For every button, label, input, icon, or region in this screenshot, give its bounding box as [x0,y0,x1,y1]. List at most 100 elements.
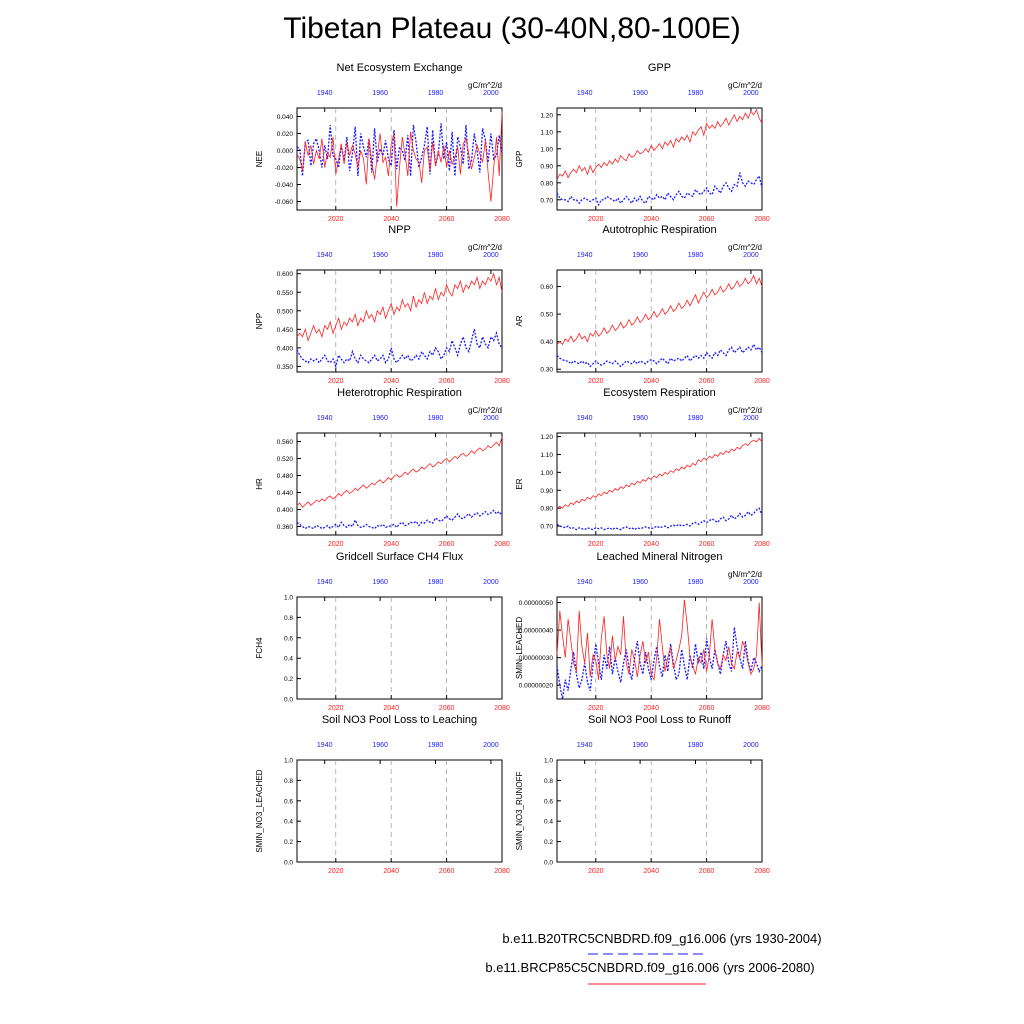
x-tick-label-bottom: 2060 [439,541,455,548]
x-tick-label-top: 2000 [743,579,759,586]
x-tick-label-top: 2000 [743,415,759,422]
y-axis-label: NPP [255,313,264,329]
series-future [556,108,763,180]
x-tick-label-bottom: 2020 [588,378,604,385]
x-tick-label-bottom: 2060 [699,705,715,712]
y-tick-label: 0.000 [277,148,294,155]
x-tick-label-bottom: 2040 [643,541,659,548]
chart-title: Ecosystem Respiration [603,387,716,399]
y-tick-label: 0.8 [284,778,293,785]
chart-panel-5: Heterotrophic Respiration gC/m^2/d 2020 204… [255,387,510,548]
chart-frame [296,596,503,700]
y-tick-label: 0.60 [540,284,553,291]
y-tick-label: 0.6 [284,798,293,805]
x-tick-label-bottom: 2020 [328,868,344,875]
x-tick-label-top: 2000 [743,252,759,259]
series-future [296,111,503,207]
y-axis-label: ER [515,478,524,489]
x-tick-label-bottom: 2080 [494,705,510,712]
x-tick-label-bottom: 2040 [383,705,399,712]
x-tick-label-top: 2000 [483,90,499,97]
x-tick-label-bottom: 2040 [643,216,659,223]
chart-title: Soil NO3 Pool Loss to Leaching [322,714,477,726]
page-title: Tibetan Plateau (30-40N,80-100E) [283,12,741,45]
y-tick-label: 0.350 [277,364,294,371]
chart-units: gC/m^2/d [468,81,502,90]
x-tick-label-bottom: 2020 [328,541,344,548]
x-tick-label-bottom: 2040 [383,216,399,223]
y-axis-label: SMIN_LEACHED [515,617,524,679]
x-tick-label-bottom: 2060 [699,378,715,385]
y-axis-label: HR [255,478,264,490]
y-tick-label: 0.0 [284,697,293,704]
y-tick-label: 0.8 [284,615,293,622]
y-tick-label: 0.400 [277,507,294,514]
y-tick-label: 0.50 [540,312,553,319]
chart-panel-6: Ecosystem Respiration gC/m^2/d 2020 2040 206… [515,387,770,548]
x-tick-label-bottom: 2080 [754,705,770,712]
y-tick-label: 0.0 [544,860,553,867]
x-tick-label-top: 2000 [483,252,499,259]
y-tick-label: 0.2 [544,839,553,846]
series-historical [296,329,503,369]
x-tick-label-top: 1960 [372,742,388,749]
x-tick-label-bottom: 2080 [494,216,510,223]
y-tick-label: 0.70 [540,524,553,531]
x-tick-label-top: 2000 [743,90,759,97]
y-tick-label: 0.00000040 [519,628,554,635]
x-tick-label-bottom: 2080 [754,216,770,223]
y-tick-label: 0.00000030 [519,655,554,662]
y-tick-label: 0.450 [277,327,294,334]
chart-frame [556,596,763,700]
y-tick-label: 0.90 [540,488,553,495]
x-tick-label-top: 1980 [428,252,444,259]
chart-frame [296,269,503,373]
y-axis-label: SMIN_NO3_LEACHED [255,769,264,852]
chart-panel-10: Soil NO3 Pool Loss to Runoff 2020 2040 2060… [515,714,770,875]
y-tick-label: 0.560 [277,439,294,446]
x-tick-label-top: 1940 [317,252,333,259]
y-tick-label: 1.0 [284,595,293,602]
chart-panel-2: GPP gC/m^2/d 2020 2040 2060 2080 1940 1960 1980 2… [515,62,770,223]
y-tick-label: 0.80 [540,180,553,187]
y-axis-label: AR [515,315,524,326]
y-tick-label: 0.4 [284,656,293,663]
x-tick-label-bottom: 2080 [754,868,770,875]
y-axis-label: FCH4 [255,637,264,658]
x-tick-label-bottom: 2060 [699,216,715,223]
y-tick-label: 1.10 [540,452,553,459]
series-historical [296,123,503,177]
y-tick-label: -0.020 [275,165,294,172]
x-tick-label-bottom: 2060 [699,868,715,875]
x-tick-label-bottom: 2060 [439,378,455,385]
x-tick-label-top: 1980 [428,742,444,749]
chart-units: gC/m^2/d [468,243,502,252]
x-tick-label-top: 2000 [743,742,759,749]
y-tick-label: -0.040 [275,182,294,189]
y-tick-label: 0.4 [544,819,553,826]
chart-units: gN/m^2/d [728,570,762,579]
chart-title: Heterotrophic Respiration [337,387,462,399]
x-tick-label-bottom: 2040 [643,705,659,712]
x-tick-label-bottom: 2060 [699,541,715,548]
chart-panel-7: Gridcell Surface CH4 Flux 2020 2040 2060 208… [255,551,510,712]
y-tick-label: 0.40 [540,339,553,346]
x-tick-label-bottom: 2080 [494,868,510,875]
y-axis-label: GPP [515,151,524,168]
y-tick-label: 0.00000020 [519,683,554,690]
x-tick-label-bottom: 2020 [328,705,344,712]
x-tick-label-bottom: 2020 [588,541,604,548]
chart-title: Gridcell Surface CH4 Flux [336,551,464,563]
x-tick-label-bottom: 2060 [439,705,455,712]
y-tick-label: 0.020 [277,131,294,138]
x-tick-label-top: 1980 [428,415,444,422]
x-tick-label-top: 1960 [372,579,388,586]
y-tick-label: 0.520 [277,456,294,463]
chart-units: gC/m^2/d [728,81,762,90]
series-future [296,272,503,342]
x-tick-label-top: 1980 [688,579,704,586]
chart-frame [556,107,763,211]
x-tick-label-bottom: 2080 [494,541,510,548]
x-tick-label-top: 1940 [577,252,593,259]
x-tick-label-top: 1980 [428,579,444,586]
